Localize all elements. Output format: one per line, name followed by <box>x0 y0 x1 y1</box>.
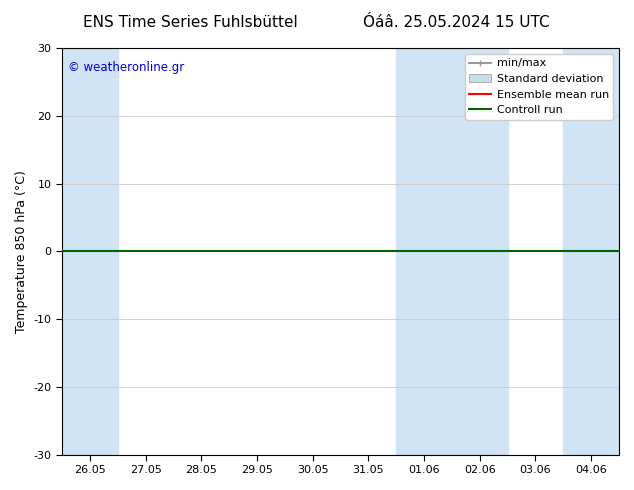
Text: © weatheronline.gr: © weatheronline.gr <box>68 61 184 74</box>
Y-axis label: Temperature 850 hPa (°C): Temperature 850 hPa (°C) <box>15 170 28 333</box>
Legend: min/max, Standard deviation, Ensemble mean run, Controll run: min/max, Standard deviation, Ensemble me… <box>465 54 614 120</box>
Bar <box>396 49 508 455</box>
Text: Óáâ. 25.05.2024 15 UTC: Óáâ. 25.05.2024 15 UTC <box>363 15 550 30</box>
Bar <box>564 49 619 455</box>
Bar <box>62 49 118 455</box>
Text: ENS Time Series Fuhlsbüttel: ENS Time Series Fuhlsbüttel <box>83 15 297 30</box>
